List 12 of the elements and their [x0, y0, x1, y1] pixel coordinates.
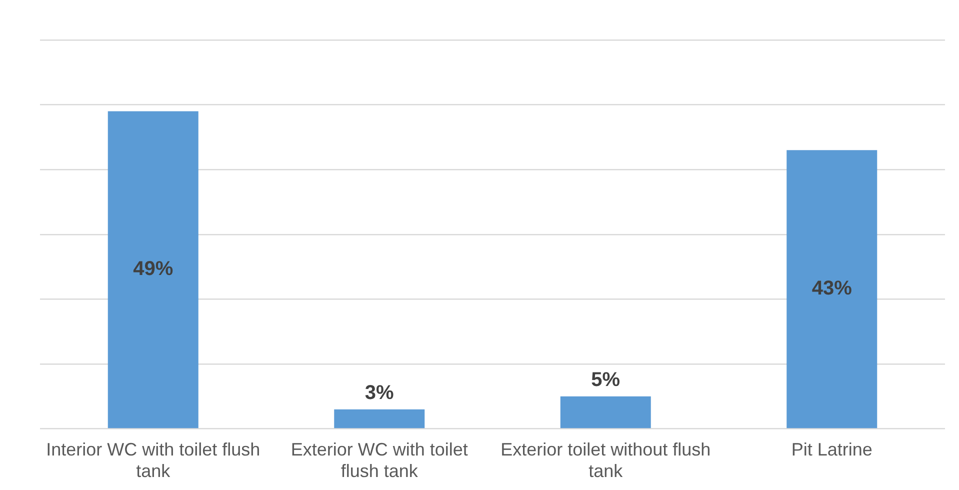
- x-tick-label: Exterior toilet without flush tank: [500, 440, 711, 482]
- x-tick-label: Exterior WC with toilet flush tank: [290, 440, 468, 482]
- data-label: 3%: [364, 382, 394, 404]
- data-label: 5%: [591, 368, 620, 391]
- x-tick-label: Interior WC with toilet flush tank: [46, 440, 260, 482]
- data-label: 49%: [133, 258, 174, 280]
- x-tick-label: Pit Latrine: [791, 440, 872, 460]
- bar: [334, 409, 425, 428]
- bar: [108, 111, 198, 428]
- data-label: 43%: [812, 278, 852, 300]
- bar: [560, 396, 651, 428]
- bar: [786, 150, 878, 428]
